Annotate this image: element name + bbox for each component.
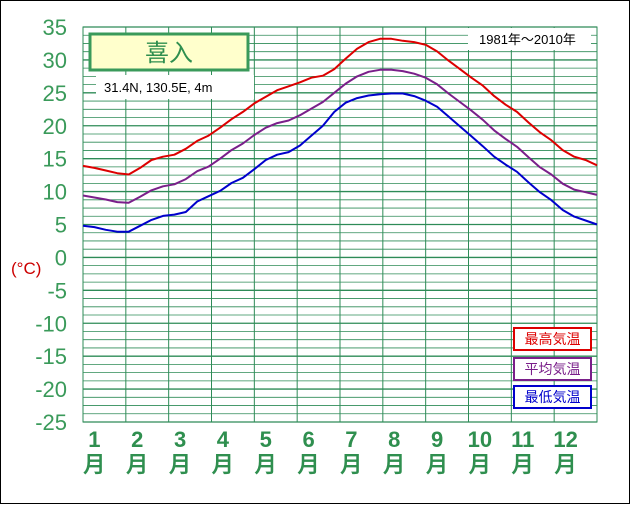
x-tick-label: 12 bbox=[553, 427, 577, 452]
x-tick-label: 4 bbox=[217, 427, 230, 452]
y-tick-label: 35 bbox=[43, 15, 67, 40]
x-tick-unit: 月 bbox=[554, 452, 577, 477]
x-tick-unit: 月 bbox=[425, 452, 448, 477]
y-tick-label: -5 bbox=[47, 278, 67, 303]
y-tick-label: 25 bbox=[43, 81, 67, 106]
station-title-box: 喜入 bbox=[88, 32, 250, 72]
y-tick-label: 30 bbox=[43, 48, 67, 73]
legend-box bbox=[513, 357, 592, 381]
series-line bbox=[82, 92, 598, 233]
series-line bbox=[82, 37, 598, 176]
coordinates-box-bg bbox=[96, 75, 254, 99]
legend-box bbox=[513, 327, 592, 351]
x-tick-label: 7 bbox=[345, 427, 357, 452]
x-tick-label: 1 bbox=[88, 427, 100, 452]
x-tick-label: 5 bbox=[260, 427, 272, 452]
x-tick-unit: 月 bbox=[297, 452, 320, 477]
x-tick-label: 3 bbox=[174, 427, 186, 452]
legend-label: 最高気温 bbox=[525, 331, 581, 347]
x-tick-label: 10 bbox=[468, 427, 492, 452]
y-tick-label: -15 bbox=[35, 344, 67, 369]
legend-label: 最低気温 bbox=[525, 389, 581, 405]
x-tick-unit: 月 bbox=[254, 452, 277, 477]
y-tick-label: 0 bbox=[55, 245, 67, 270]
y-axis-ticks: 35 30 25 20 15 10 5 0 -5 -10 -15 -20 -25 bbox=[35, 15, 67, 435]
period-box: 1981年〜2010年 bbox=[468, 28, 591, 50]
legend-label: 平均気温 bbox=[525, 361, 581, 377]
title-box-border bbox=[88, 32, 250, 72]
period-box-bg bbox=[468, 28, 591, 50]
y-tick-label: 20 bbox=[43, 114, 67, 139]
series-lines bbox=[82, 37, 598, 233]
y-tick-label: -25 bbox=[35, 410, 67, 435]
y-tick-label: -20 bbox=[35, 377, 67, 402]
y-tick-label: 10 bbox=[43, 180, 67, 205]
station-title: 喜入 bbox=[145, 40, 193, 67]
period-label: 1981年〜2010年 bbox=[479, 32, 576, 47]
series-line bbox=[82, 68, 598, 204]
x-tick-unit: 月 bbox=[82, 452, 105, 477]
y-axis-unit: (°C) bbox=[11, 259, 41, 278]
x-tick-label: 11 bbox=[511, 427, 534, 452]
x-tick-label: 8 bbox=[388, 427, 400, 452]
x-tick-unit: 月 bbox=[168, 452, 191, 477]
x-tick-unit: 月 bbox=[468, 452, 491, 477]
coordinates-box: 31.4N, 130.5E, 4m bbox=[96, 75, 254, 99]
x-tick-unit: 月 bbox=[511, 452, 534, 477]
x-tick-unit: 月 bbox=[125, 452, 148, 477]
station-coordinates: 31.4N, 130.5E, 4m bbox=[104, 80, 212, 95]
x-tick-label: 2 bbox=[131, 427, 143, 452]
y-tick-label: 15 bbox=[43, 147, 67, 172]
x-tick-label: 9 bbox=[431, 427, 443, 452]
x-tick-unit: 月 bbox=[211, 452, 234, 477]
x-tick-unit: 月 bbox=[339, 452, 362, 477]
x-tick-label: 6 bbox=[302, 427, 314, 452]
y-tick-label: 5 bbox=[55, 213, 67, 238]
legend-box bbox=[513, 385, 592, 409]
y-tick-label: -10 bbox=[35, 311, 67, 336]
x-tick-unit: 月 bbox=[382, 452, 405, 477]
